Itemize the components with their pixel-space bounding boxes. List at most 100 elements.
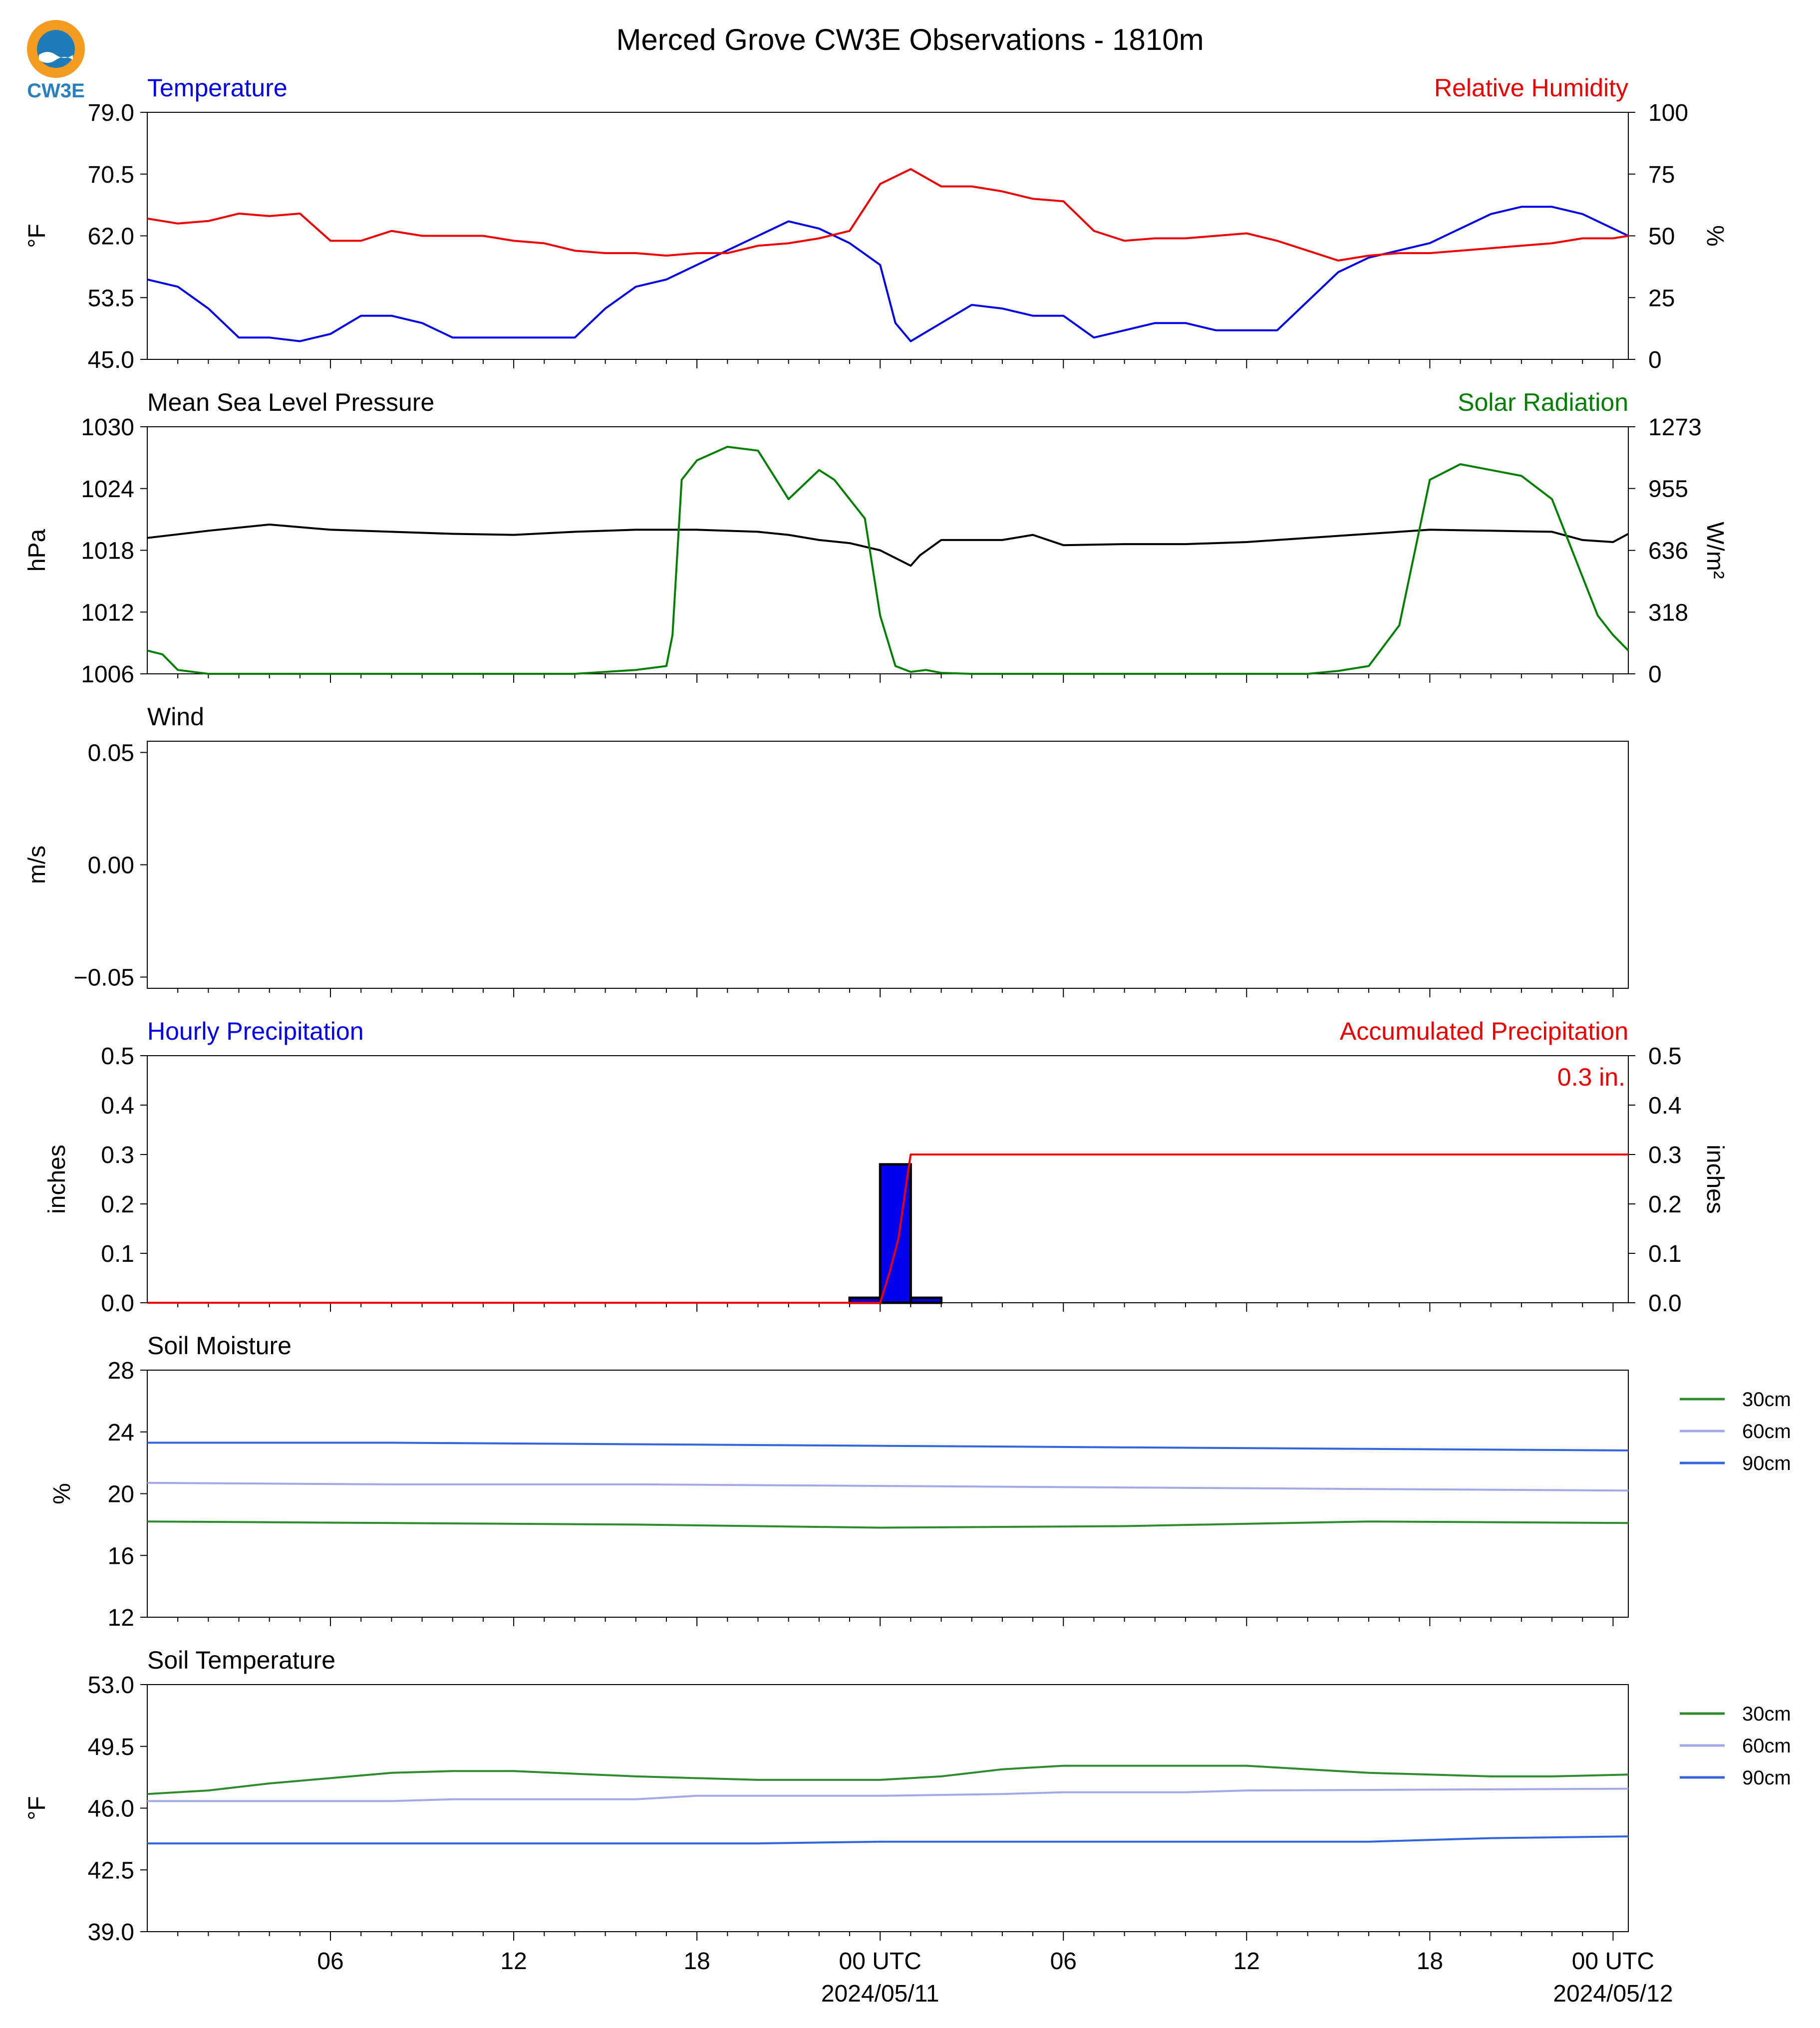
plot-frame: [147, 426, 1629, 674]
y-tick-label-left: 70.5: [88, 162, 134, 188]
y-tick-label-left: 45.0: [88, 347, 134, 373]
panel-title-right: Relative Humidity: [1434, 74, 1628, 102]
panel-6: 39.0 42.5 46.0 49.5 53.0 Soil Temperature °F 30…: [24, 1646, 1791, 1946]
legend-label: 90cm: [1742, 1452, 1791, 1474]
y-tick-label-left: 1018: [81, 538, 134, 565]
panel-title-right: Accumulated Precipitation: [1340, 1017, 1628, 1045]
y-axis-label-left: °F: [24, 224, 50, 248]
y-axis-label-right: W/m²: [1702, 522, 1728, 579]
y-tick-label-left: 0.1: [101, 1241, 134, 1267]
y-tick-label-right: 0: [1648, 347, 1662, 373]
series-line-mean-sea-level-pressure: [147, 523, 1629, 567]
y-tick-label-right: 0.1: [1648, 1241, 1682, 1267]
series-line-90cm: [147, 1835, 1629, 1845]
legend-label: 90cm: [1742, 1767, 1791, 1789]
y-tick-label-right: 0: [1648, 661, 1662, 688]
y-tick-label-left: 16: [108, 1543, 134, 1569]
y-axis-label-left: m/s: [24, 846, 50, 884]
panel-2: 1006 1012 1018 1024 1030 0 318 636 955 1273 Mean S…: [24, 388, 1728, 688]
y-tick-label-left: 1024: [81, 476, 134, 503]
series-line-relative-humidity: [147, 168, 1629, 262]
plot-frame: [147, 1370, 1629, 1618]
x-tick-date-label: 2024/05/11: [821, 1981, 939, 2007]
y-tick-label-left: 53.0: [88, 1672, 134, 1699]
y-tick-label-right: 25: [1648, 285, 1675, 311]
legend-label: 60cm: [1742, 1735, 1791, 1757]
panel-5: 12 16 20 24 28 Soil Moisture% 30cm 60cm 90cm: [49, 1332, 1791, 1631]
logo-wave-icon: [39, 52, 73, 63]
x-tick-label: 00 UTC: [839, 1948, 921, 1975]
y-tick-label-right: 100: [1648, 100, 1688, 126]
y-tick-label-left: 24: [108, 1420, 134, 1446]
legend-label: 60cm: [1742, 1421, 1791, 1443]
plot-frame: [147, 741, 1629, 989]
y-axis-label-left: °F: [24, 1796, 50, 1820]
series-line-90cm: [147, 1442, 1629, 1451]
x-tick-label: 18: [1417, 1948, 1443, 1975]
panel-4: 0.0 0.1 0.2 0.3 0.4 0.5 0.0 0.1 0.2 0.3 0.4 0.5 Hour…: [44, 1017, 1728, 1317]
series-line-60cm: [147, 1787, 1629, 1802]
y-tick-label-right: 318: [1648, 599, 1688, 626]
legend-label: 30cm: [1742, 1389, 1791, 1411]
panel-title-left: Soil Temperature: [147, 1646, 335, 1674]
y-tick-label-right: 955: [1648, 476, 1688, 503]
panel-title-right: Solar Radiation: [1458, 388, 1628, 416]
panel-3: −0.05 0.00 0.05 Wind m/s: [24, 703, 1629, 997]
cw3e-logo: CW3E: [27, 20, 85, 102]
y-tick-label-right: 0.0: [1648, 1290, 1682, 1317]
y-tick-label-left: 28: [108, 1358, 134, 1384]
series-line-solar-radiation: [147, 446, 1629, 675]
y-tick-label-left: 0.0: [101, 1290, 134, 1317]
series-line-30cm: [147, 1520, 1629, 1529]
y-tick-label-right: 0.3: [1648, 1142, 1682, 1168]
legend-label: 30cm: [1742, 1703, 1791, 1725]
panel-title-left: Soil Moisture: [147, 1332, 292, 1360]
y-tick-label-right: 0.5: [1648, 1043, 1682, 1070]
y-axis-label-left: inches: [44, 1145, 70, 1214]
y-tick-label-right: 1273: [1648, 414, 1702, 441]
panel-title-left: Wind: [147, 703, 204, 731]
y-tick-label-left: 39.0: [88, 1919, 134, 1946]
y-axis-label-left: hPa: [24, 529, 50, 572]
y-tick-label-left: 0.05: [88, 740, 134, 767]
panel-title-left: Mean Sea Level Pressure: [147, 388, 434, 416]
precip-bar: [909, 1296, 943, 1304]
y-tick-label-left: 49.5: [88, 1734, 134, 1760]
y-tick-label-right: 636: [1648, 538, 1688, 565]
y-tick-label-left: 20: [108, 1481, 134, 1508]
panel-1: 45.0 53.5 62.0 70.5 79.0 0 25 50 75 100 Temperatur…: [24, 74, 1728, 373]
y-tick-label-right: 0.2: [1648, 1191, 1682, 1218]
y-axis-label-right: %: [1702, 225, 1728, 247]
y-tick-label-left: 1030: [81, 414, 134, 441]
y-axis-label-left: %: [49, 1483, 75, 1504]
y-tick-label-left: 0.4: [101, 1093, 134, 1119]
y-tick-label-left: −0.05: [74, 965, 134, 991]
x-tick-label: 00 UTC: [1572, 1948, 1654, 1975]
panel-title-left: Temperature: [147, 74, 288, 102]
y-tick-label-left: 79.0: [88, 100, 134, 126]
y-tick-label-left: 12: [108, 1605, 134, 1631]
series-line-30cm: [147, 1764, 1629, 1795]
x-tick-label: 06: [317, 1948, 343, 1975]
x-tick-label: 18: [683, 1948, 710, 1975]
x-tick-date-label: 2024/05/12: [1553, 1981, 1673, 2007]
figure-title: Merced Grove CW3E Observations - 1810m: [616, 23, 1204, 56]
y-tick-label-left: 0.00: [88, 853, 134, 879]
y-axis-label-right: inches: [1702, 1145, 1728, 1214]
y-tick-label-left: 1006: [81, 661, 134, 688]
y-tick-label-left: 46.0: [88, 1796, 134, 1822]
y-tick-label-left: 0.5: [101, 1043, 134, 1070]
plot-frame: [147, 112, 1629, 360]
x-tick-label: 06: [1050, 1948, 1077, 1975]
y-tick-label-left: 0.2: [101, 1191, 134, 1218]
y-tick-label-right: 0.4: [1648, 1093, 1682, 1119]
accumulated-total-annotation: 0.3 in.: [1557, 1063, 1625, 1091]
series-line-accumulated-precipitation: [147, 1154, 1628, 1304]
y-tick-label-right: 50: [1648, 224, 1675, 250]
y-tick-label-left: 42.5: [88, 1857, 134, 1884]
y-tick-label-left: 0.3: [101, 1142, 134, 1168]
y-tick-label-left: 62.0: [88, 224, 134, 250]
y-tick-label-left: 1012: [81, 599, 134, 626]
plot-frame: [147, 1684, 1629, 1932]
